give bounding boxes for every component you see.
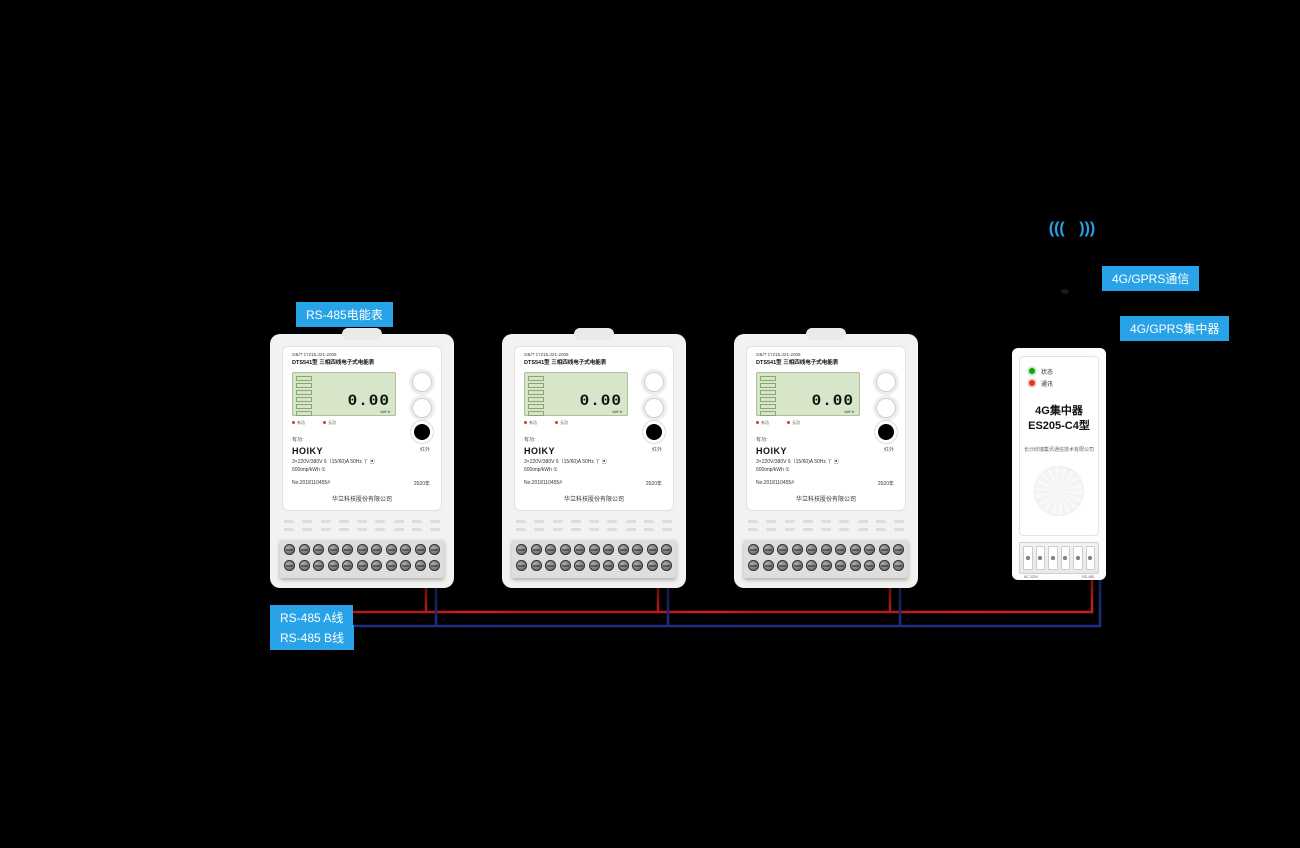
meter-year: 2020年 bbox=[646, 480, 662, 487]
line-b-label: RS-485 B线 bbox=[270, 625, 354, 650]
meter-button-up[interactable] bbox=[644, 372, 664, 392]
concentrator-terminals bbox=[1019, 542, 1099, 574]
meter-manufacturer: 华立科技股份有限公司 bbox=[282, 494, 442, 503]
meter-pulse-leds: 有功 无功 bbox=[756, 420, 800, 426]
ir-label: 红外 bbox=[884, 446, 894, 453]
meter-year: 2020年 bbox=[878, 480, 894, 487]
lcd-indicators bbox=[296, 376, 314, 412]
meter-model: DTS541型 三相四线电子式电能表 bbox=[292, 358, 374, 366]
meter-faceplate: GB/T 17215.321-2008 DTS541型 三相四线电子式电能表 0… bbox=[282, 346, 442, 511]
meter-active-label: 有功: bbox=[756, 436, 767, 443]
concentrator-manufacturer: 长沙欣瑞集讯通信技术有限公司 bbox=[1019, 446, 1099, 453]
vent-slots bbox=[284, 520, 440, 523]
meter-ratings: 3×220V/380V 6（15/60)A 50Hz 丫 ▣600imp/kWh… bbox=[524, 459, 607, 474]
meter-badge-label: RS-485电能表 bbox=[296, 302, 393, 327]
lcd-unit: kW·h bbox=[845, 409, 854, 414]
meter-serial: No.2018110455# bbox=[524, 480, 562, 486]
antenna-joint bbox=[1067, 256, 1077, 266]
lcd-reading: 0.00 bbox=[812, 392, 854, 410]
concentrator-seal bbox=[1034, 466, 1084, 516]
meter-mount bbox=[806, 328, 846, 340]
ir-port bbox=[878, 424, 894, 440]
vent-slots bbox=[748, 520, 904, 523]
status-led bbox=[1029, 368, 1035, 374]
lcd-reading: 0.00 bbox=[580, 392, 622, 410]
meter-model: DTS541型 三相四线电子式电能表 bbox=[756, 358, 838, 366]
concentrator-title: 4G集中器 ES205-C4型 bbox=[1019, 404, 1099, 434]
meter-pulse-leds: 有功 无功 bbox=[292, 420, 336, 426]
meter-button-down[interactable] bbox=[644, 398, 664, 418]
brand-logo: HOIKY bbox=[524, 446, 555, 456]
terminal-block bbox=[512, 540, 676, 578]
terminal-label-power: AC 220V bbox=[1024, 575, 1038, 579]
antenna-badge-label: 4G/GPRS通信 bbox=[1102, 266, 1199, 291]
terminal-block bbox=[280, 540, 444, 578]
electricity-meter: GB/T 17215.321-2008 DTS541型 三相四线电子式电能表 0… bbox=[502, 334, 686, 588]
meter-mount bbox=[342, 328, 382, 340]
concentrator-faceplate: 状态 通讯 4G集中器 ES205-C4型 长沙欣瑞集讯通信技术有限公司 bbox=[1019, 356, 1099, 536]
lcd-reading: 0.00 bbox=[348, 392, 390, 410]
meter-standard: GB/T 17215.321-2008 bbox=[524, 352, 568, 358]
terminal-screw-row bbox=[284, 560, 440, 571]
vent-slots bbox=[516, 528, 672, 531]
terminal-screw-row bbox=[516, 544, 672, 555]
terminal-screw-row bbox=[516, 560, 672, 571]
ir-label: 红外 bbox=[652, 446, 662, 453]
meter-model: DTS541型 三相四线电子式电能表 bbox=[524, 358, 606, 366]
vent-slots bbox=[516, 520, 672, 523]
meter-lcd: 0.00 kW·h bbox=[292, 372, 396, 416]
meter-mount bbox=[574, 328, 614, 340]
status-led-label: 状态 bbox=[1041, 367, 1053, 376]
meter-manufacturer: 华立科技股份有限公司 bbox=[514, 494, 674, 503]
terminal-block bbox=[744, 540, 908, 578]
electricity-meter: GB/T 17215.321-2008 DTS541型 三相四线电子式电能表 0… bbox=[734, 334, 918, 588]
comm-led bbox=[1029, 380, 1035, 386]
antenna-cable-stub bbox=[1069, 306, 1075, 346]
ir-label: 红外 bbox=[420, 446, 430, 453]
lcd-unit: kW·h bbox=[381, 409, 390, 414]
ir-port bbox=[414, 424, 430, 440]
meter-active-label: 有功: bbox=[292, 436, 303, 443]
meter-button-up[interactable] bbox=[876, 372, 896, 392]
terminal-screw-row bbox=[284, 544, 440, 555]
meter-manufacturer: 华立科技股份有限公司 bbox=[746, 494, 906, 503]
meter-button-up[interactable] bbox=[412, 372, 432, 392]
meter-ratings: 3×220V/380V 6（15/60)A 50Hz 丫 ▣600imp/kWh… bbox=[292, 459, 375, 474]
meter-year: 2020年 bbox=[414, 480, 430, 487]
terminal-screw-row bbox=[748, 544, 904, 555]
meter-serial: No.2018110455# bbox=[292, 480, 330, 486]
meter-standard: GB/T 17215.321-2008 bbox=[756, 352, 800, 358]
vent-slots bbox=[748, 528, 904, 531]
lcd-indicators bbox=[528, 376, 546, 412]
meter-lcd: 0.00 kW·h bbox=[524, 372, 628, 416]
concentrator-badge-label: 4G/GPRS集中器 bbox=[1120, 316, 1229, 341]
comm-led-label: 通讯 bbox=[1041, 379, 1053, 388]
meter-ratings: 3×220V/380V 6（15/60)A 50Hz 丫 ▣600imp/kWh… bbox=[756, 459, 839, 474]
lcd-indicators bbox=[760, 376, 778, 412]
concentrator: 状态 通讯 4G集中器 ES205-C4型 长沙欣瑞集讯通信技术有限公司 AC … bbox=[1012, 348, 1106, 580]
brand-logo: HOIKY bbox=[756, 446, 787, 456]
vent-slots bbox=[284, 528, 440, 531]
meter-standard: GB/T 17215.321-2008 bbox=[292, 352, 336, 358]
ir-port bbox=[646, 424, 662, 440]
meter-active-label: 有功: bbox=[524, 436, 535, 443]
electricity-meter: GB/T 17215.321-2008 DTS541型 三相四线电子式电能表 0… bbox=[270, 334, 454, 588]
meter-lcd: 0.00 kW·h bbox=[756, 372, 860, 416]
meter-faceplate: GB/T 17215.321-2008 DTS541型 三相四线电子式电能表 0… bbox=[514, 346, 674, 511]
meter-serial: No.2018110455# bbox=[756, 480, 794, 486]
meter-button-down[interactable] bbox=[876, 398, 896, 418]
meter-faceplate: GB/T 17215.321-2008 DTS541型 三相四线电子式电能表 0… bbox=[746, 346, 906, 511]
lcd-unit: kW·h bbox=[613, 409, 622, 414]
brand-logo: HOIKY bbox=[292, 446, 323, 456]
meter-button-down[interactable] bbox=[412, 398, 432, 418]
terminal-screw-row bbox=[748, 560, 904, 571]
meter-pulse-leds: 有功 无功 bbox=[524, 420, 568, 426]
terminal-label-rs485: RS-485 bbox=[1082, 575, 1094, 579]
